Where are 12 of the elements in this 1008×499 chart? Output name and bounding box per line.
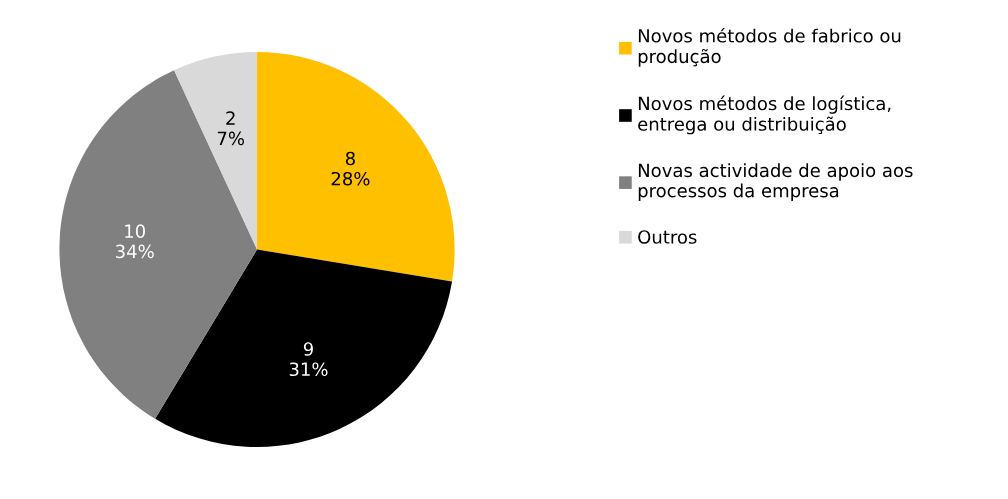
legend-label: Novos métodos de fabrico ou produção bbox=[638, 27, 901, 67]
legend-label: Novos métodos de logística, entrega ou distribuição bbox=[638, 95, 891, 135]
legend-label: Novas actividade de apoio aos processos da empresa bbox=[638, 163, 913, 201]
data-label: 8 28% bbox=[331, 151, 370, 186]
pie-slice bbox=[257, 51, 455, 282]
pie-slice bbox=[59, 70, 258, 419]
legend-label: Outros bbox=[638, 230, 697, 244]
pie-slice bbox=[174, 51, 258, 250]
data-label: 2 7% bbox=[217, 111, 245, 146]
data-label: 10 34% bbox=[116, 224, 154, 259]
pie-slice bbox=[155, 249, 453, 448]
data-label: 9 31% bbox=[289, 342, 328, 377]
